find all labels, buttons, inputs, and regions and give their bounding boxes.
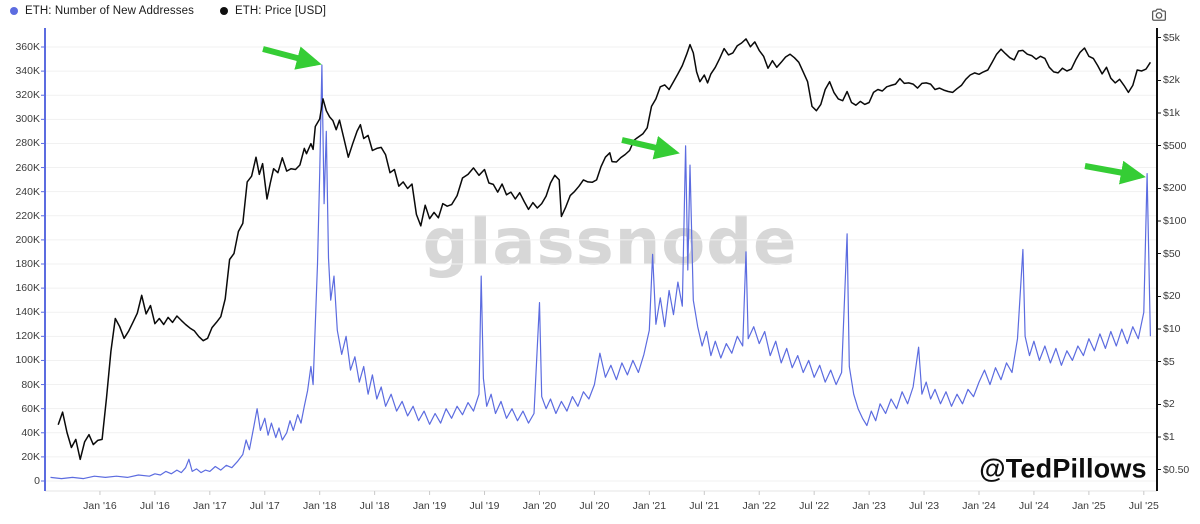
- annotation-arrow: [1084, 160, 1146, 185]
- y-axis-label-left: 220K: [15, 209, 40, 222]
- camera-icon: [1151, 8, 1167, 21]
- y-axis-label-right: $500: [1163, 139, 1187, 152]
- y-axis-label-right: $5k: [1163, 31, 1180, 44]
- legend-label-new-addresses: ETH: Number of New Addresses: [25, 5, 194, 17]
- legend-dot-price-icon: [219, 7, 228, 15]
- y-axis-label-right: $20: [1163, 290, 1181, 303]
- y-axis-label-right: $5: [1163, 355, 1175, 368]
- x-axis-label: Jan '23: [852, 500, 886, 512]
- y-axis-label-left: 240K: [15, 185, 40, 198]
- x-axis-label: Jan '18: [302, 500, 337, 512]
- y-axis-label-right: $1: [1163, 431, 1175, 443]
- y-axis-label-left: 100K: [15, 354, 40, 367]
- legend-item-new-addresses[interactable]: ETH: Number of New Addresses: [10, 5, 194, 17]
- y-axis-label-left: 180K: [15, 258, 40, 270]
- y-axis-label-left: 280K: [15, 137, 40, 150]
- y-axis-label-right: $50: [1163, 247, 1181, 260]
- y-axis-label-left: 340K: [15, 65, 40, 78]
- legend-dot-new-addresses-icon: [10, 7, 18, 15]
- y-axis-label-right: $2k: [1163, 74, 1180, 87]
- y-axis-label-right: $1k: [1163, 107, 1180, 119]
- x-axis-label: Jan '24: [962, 500, 996, 512]
- y-axis-label-left: 80K: [21, 378, 40, 391]
- x-axis-label: Jul '20: [579, 500, 610, 512]
- x-axis-label: Jan '21: [632, 500, 667, 512]
- x-axis-label: Jul '22: [799, 500, 830, 512]
- x-axis-label: Jan '20: [522, 500, 557, 512]
- chart-legend: ETH: Number of New Addresses ETH: Price …: [10, 5, 326, 17]
- x-axis-label: Jul '18: [359, 500, 390, 512]
- x-axis-label: Jul '17: [249, 500, 280, 512]
- x-axis-label: Jul '21: [689, 500, 720, 512]
- x-axis-label: Jul '23: [909, 500, 940, 512]
- y-axis-label-right: $10: [1163, 323, 1181, 335]
- y-axis-label-left: 260K: [15, 161, 40, 174]
- y-axis-label-left: 60K: [21, 402, 40, 415]
- legend-label-price: ETH: Price [USD]: [234, 5, 327, 17]
- annotation-arrow: [262, 46, 322, 70]
- series-new-addresses-line: [50, 64, 1151, 480]
- x-axis-label: Jan '16: [83, 500, 117, 512]
- y-axis-label-left: 320K: [15, 89, 40, 102]
- x-axis-label: Jul '24: [1018, 500, 1049, 512]
- glassnode-watermark: glassnode: [422, 206, 798, 280]
- x-axis-label: Jan '19: [412, 500, 447, 512]
- annotation-arrow: [621, 135, 680, 160]
- y-axis-label-right: $100: [1163, 215, 1187, 227]
- attribution-handle: @TedPillows: [979, 453, 1147, 484]
- y-axis-label-left: 140K: [15, 306, 40, 319]
- y-axis-label-left: 300K: [15, 113, 40, 126]
- y-axis-label-left: 200K: [15, 233, 40, 246]
- series-price-line: [57, 38, 1152, 461]
- x-axis-label: Jul '16: [139, 500, 170, 512]
- camera-export-button[interactable]: [1148, 4, 1170, 26]
- y-axis-label-right: $200: [1163, 182, 1187, 195]
- y-axis-label-left: 0: [34, 475, 40, 487]
- x-axis-label: Jan '25: [1072, 500, 1106, 512]
- x-axis-label: Jul '25: [1128, 500, 1159, 512]
- x-axis-label: Jul '19: [469, 500, 500, 512]
- legend-item-price[interactable]: ETH: Price [USD]: [219, 5, 327, 17]
- y-axis-label-left: 40K: [21, 426, 40, 439]
- y-axis-label-left: 360K: [15, 41, 40, 53]
- y-axis-label-left: 20K: [21, 450, 40, 463]
- y-axis-label-right: $2: [1163, 398, 1175, 411]
- y-axis-label-left: 160K: [15, 282, 40, 295]
- x-axis-label: Jan '22: [742, 500, 776, 512]
- y-axis-label-left: 120K: [15, 330, 40, 343]
- y-axis-label-right: $0.50: [1163, 463, 1190, 476]
- x-axis-label: Jan '17: [193, 500, 227, 512]
